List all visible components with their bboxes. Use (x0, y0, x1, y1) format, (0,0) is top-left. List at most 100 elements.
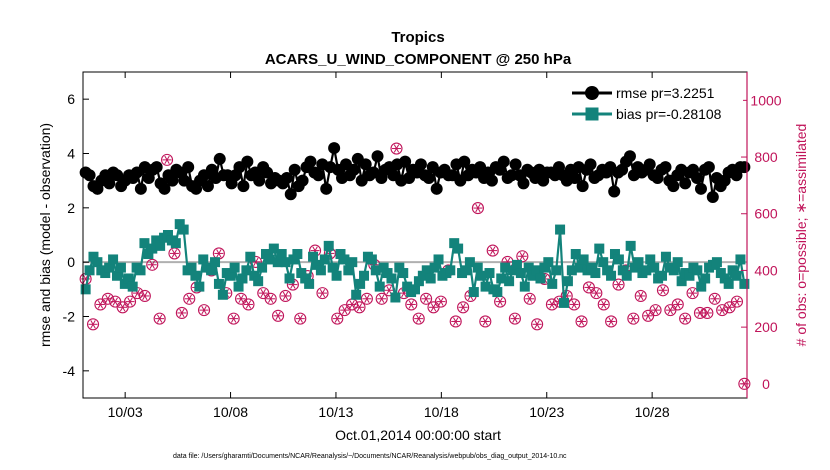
bias-point (315, 265, 326, 276)
bias-point (570, 249, 581, 260)
obs-assimilated-point (614, 280, 624, 289)
bias-point (217, 289, 228, 300)
bias-point (515, 268, 526, 279)
obs-possible-point (634, 289, 647, 302)
bias-point (382, 268, 393, 279)
obs-possible-point (605, 315, 618, 328)
obs-assimilated-point (199, 305, 209, 315)
bias-point (139, 238, 150, 249)
bias-point (151, 235, 162, 246)
obs-assimilated-point (354, 303, 364, 312)
bias-point (551, 265, 562, 276)
obs-possible-point (434, 295, 447, 308)
bias-point (739, 278, 750, 289)
bias-point (480, 281, 491, 292)
bias-point (327, 262, 338, 273)
bias-point (292, 249, 303, 260)
bias-point (543, 257, 554, 268)
bias-point (402, 281, 413, 292)
bias-point (343, 265, 354, 276)
y-tick-label: -2 (63, 309, 76, 325)
bias-point (378, 262, 389, 273)
obs-assimilated-point (317, 288, 327, 298)
obs-possible-point (730, 295, 744, 308)
obs-assimilated-point (147, 260, 157, 269)
bias-point (374, 281, 385, 292)
rmse-point (568, 171, 581, 184)
bias-point (586, 262, 597, 273)
bias-point (253, 276, 264, 287)
bias-point (735, 254, 746, 265)
obs-possible-point (671, 298, 684, 311)
bias-point (186, 262, 197, 273)
obs-assimilated-point (495, 297, 505, 306)
bias-point (178, 224, 189, 235)
x-tick-label: 10/23 (529, 404, 564, 420)
rmse-point (414, 158, 427, 171)
bias-point (225, 270, 236, 281)
bias-point (621, 270, 632, 281)
y-tick-label: -4 (63, 363, 76, 379)
bias-point (578, 254, 589, 265)
y2-tick-label: 0 (762, 376, 770, 392)
rmse-point (284, 188, 297, 201)
rmse-point (359, 158, 372, 171)
bias-point (366, 254, 377, 265)
obs-assimilated-point (103, 294, 113, 303)
bias-point (296, 268, 307, 279)
obs-possible-point (597, 298, 610, 311)
y-tick-label: 4 (67, 146, 75, 162)
rmse-point (296, 174, 309, 187)
obs-possible-point (575, 315, 588, 328)
obs-possible-point (279, 289, 292, 302)
obs-possible-point (508, 312, 521, 325)
bias-point (127, 281, 138, 292)
obs-assimilated-point (429, 303, 439, 312)
bias-point (304, 278, 315, 289)
bias-point (276, 249, 287, 260)
bias-point (104, 262, 115, 273)
rmse-point (706, 190, 719, 203)
rmse-point (517, 177, 530, 190)
bias-point (386, 273, 397, 284)
obs-assimilated-point (732, 297, 742, 306)
rmse-point (237, 180, 250, 193)
y-tick-label: 2 (67, 200, 75, 216)
obs-assimilated-point (688, 288, 698, 298)
y2-tick-label: 800 (754, 149, 778, 165)
obs-possible-point (523, 292, 536, 305)
rmse-point (347, 163, 360, 176)
obs-assimilated-point (599, 300, 609, 309)
bias-point (300, 273, 311, 284)
obs-assimilated-point (577, 317, 587, 326)
bias-point (413, 276, 424, 287)
obs-possible-point (471, 202, 484, 215)
obs-assimilated-point (584, 283, 594, 292)
bias-point (727, 265, 738, 276)
x-tick-label: 10/03 (108, 404, 143, 420)
bias-point (562, 276, 573, 287)
rmse-point (253, 174, 266, 187)
obs-assimilated-point (340, 305, 350, 315)
legend-bias-label: bias pr=-0.28108 (616, 106, 722, 122)
rmse-series (79, 142, 751, 203)
bias-point (339, 254, 350, 265)
bias-point (523, 262, 534, 273)
bias-point (558, 297, 569, 308)
bias-point (135, 265, 146, 276)
obs-assimilated-point (125, 297, 135, 306)
bias-point (433, 254, 444, 265)
bias-point (108, 254, 119, 265)
bias-point (155, 240, 166, 251)
bias-point (233, 281, 244, 292)
obs-assimilated-point (480, 317, 490, 326)
rmse-point (320, 182, 333, 195)
bias-point (539, 262, 550, 273)
obs-possible-point (679, 312, 692, 325)
rmse-point (328, 142, 341, 155)
obs-possible-point (649, 304, 662, 317)
bias-point (429, 262, 440, 273)
obs-assimilated-point (273, 311, 283, 320)
rmse-point (103, 177, 116, 190)
